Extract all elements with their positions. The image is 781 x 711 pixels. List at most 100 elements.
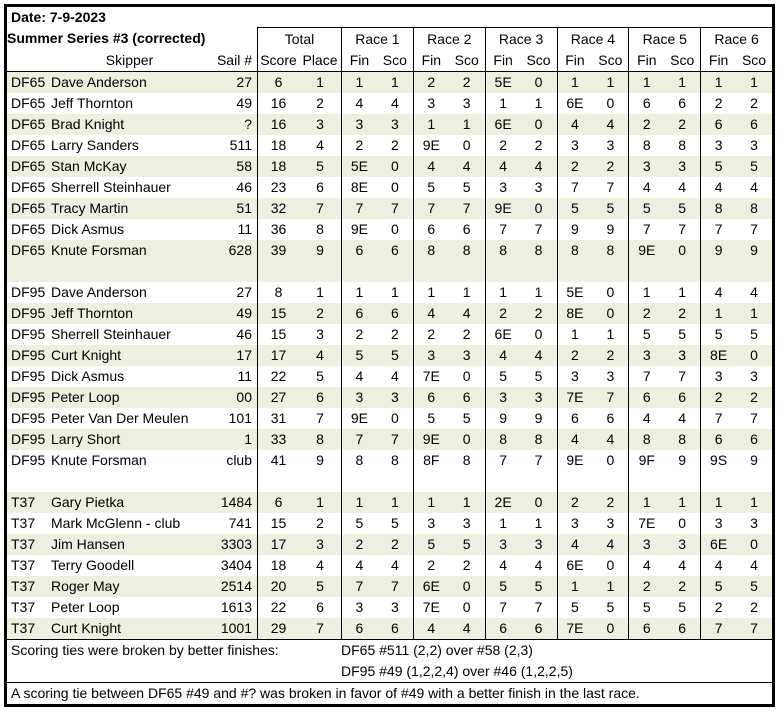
score-cell: 36 (257, 219, 299, 240)
fin-cell: 9E (484, 198, 521, 219)
fin-column-header: Fin (700, 49, 736, 71)
sco-cell: 4 (462, 158, 471, 174)
total-header: Total (257, 26, 341, 50)
fin-cell: 9S (700, 450, 736, 471)
sco-cell: 3 (390, 389, 399, 405)
fin-cell: 7E (412, 597, 449, 618)
tiebreak-empty (7, 661, 341, 682)
class-cell: DF65 (11, 158, 46, 174)
fin-cell: 3 (341, 597, 377, 618)
place-cell: 9 (316, 242, 324, 258)
skipper-cell: Brad Knight (51, 116, 125, 132)
fin-cell: 6 (556, 408, 593, 429)
fin-cell: 6 (341, 240, 377, 261)
fin-cell: 8 (484, 240, 521, 261)
sail-cell: 27 (236, 284, 252, 300)
fin-cell: 8 (412, 240, 449, 261)
class-cell: DF95 (11, 284, 46, 300)
sco-cell (449, 261, 485, 282)
table-row: T37 Curt Knight 1001 29 7 6 6 4 4 6 6 7E 0 6 6 7 7 (7, 618, 772, 639)
sail-cell: 101 (228, 410, 252, 426)
place-cell: 1 (316, 494, 324, 510)
class-cell: DF65 (11, 116, 46, 132)
sco-cell: 6 (462, 389, 471, 405)
score-cell: 8 (257, 282, 299, 303)
sco-cell: 7 (534, 599, 543, 615)
entry-cell: T37 Mark McGlenn - club 741 (7, 513, 257, 534)
fin-cell: 5 (628, 198, 664, 219)
sco-cell: 7 (750, 620, 758, 636)
sco-cell: 6 (678, 620, 687, 636)
date-label: Date: 7-9-2023 (11, 9, 106, 25)
race-2-header: Race 2 (412, 26, 485, 50)
score-cell: 15 (257, 513, 299, 534)
sail-cell: 741 (228, 515, 252, 531)
sco-cell: 5 (606, 200, 615, 216)
sail-cell: club (226, 452, 252, 468)
sail-cell: ? (244, 116, 252, 132)
sco-cell: 5 (534, 368, 543, 384)
fin-cell: 1 (628, 282, 664, 303)
skipper-cell: Dave Anderson (51, 284, 147, 300)
class-cell: DF95 (11, 347, 46, 363)
sco-cell: 5 (606, 599, 615, 615)
class-cell: DF95 (11, 452, 46, 468)
sail-cell: 3303 (220, 536, 252, 552)
fin-cell (484, 261, 521, 282)
sco-cell: 1 (462, 494, 471, 510)
sco-column-header: Sco (598, 52, 623, 68)
sail-cell: 11 (237, 221, 252, 237)
sco-cell: 2 (678, 305, 687, 321)
sco-cell: 1 (678, 494, 687, 510)
sco-cell: 0 (390, 179, 399, 195)
sco-cell: 1 (534, 284, 543, 300)
sco-cell: 7 (606, 389, 615, 405)
fin-cell (628, 261, 664, 282)
fin-cell: 5 (700, 156, 736, 177)
sail-cell: 00 (236, 389, 252, 405)
sco-cell: 1 (678, 284, 687, 300)
skipper-cell: Roger May (51, 578, 120, 594)
score-cell: 6 (257, 72, 299, 93)
fin-cell: 4 (556, 534, 593, 555)
fin-cell: 4 (412, 156, 449, 177)
table-row: DF95 Dave Anderson 27 8 1 1 1 1 1 1 1 5E 0 1 1 4 4 (7, 282, 772, 303)
fin-cell: 7 (341, 429, 377, 450)
sco-cell: 1 (534, 95, 543, 111)
sco-cell: 5 (462, 536, 471, 552)
fin-cell: 4 (700, 282, 736, 303)
score-cell: 29 (257, 618, 299, 639)
sco-cell: 3 (462, 515, 471, 531)
fin-cell: 9 (556, 219, 593, 240)
fin-cell: 7E (556, 387, 593, 408)
fin-cell: 8 (556, 240, 593, 261)
sco-cell: 0 (462, 137, 471, 153)
score-cell: 32 (257, 198, 299, 219)
sco-cell: 4 (750, 179, 758, 195)
sco-cell: 6 (678, 95, 687, 111)
sco-cell: 7 (462, 200, 471, 216)
score-cell: 33 (257, 429, 299, 450)
sco-cell (377, 471, 413, 492)
fin-cell: 9E (412, 135, 449, 156)
fin-cell: 5 (700, 324, 736, 345)
entry-cell: DF65 Stan McKay 58 (7, 156, 257, 177)
sco-column-header: Sco (454, 52, 479, 68)
table-row: DF65 Sherrell Steinhauer 46 23 6 8E 0 5 5 3 3 7 7 4 4 4… (7, 177, 772, 198)
group-header-row: Summer Series #3 (corrected) Total Race … (7, 26, 772, 50)
sco-cell: 0 (678, 242, 687, 258)
skipper-cell: Knute Forsman (51, 242, 147, 258)
score-cell: 17 (257, 345, 299, 366)
fin-cell: 3 (700, 135, 736, 156)
table-row: DF95 Jeff Thornton 49 15 2 6 6 4 4 2 2 8E 0 2 2 1 1 (7, 303, 772, 324)
skipper-column-header: Skipper (105, 52, 154, 68)
fin-cell: 4 (412, 618, 449, 639)
sco-cell: 1 (750, 74, 758, 90)
sco-cell: 1 (390, 74, 399, 90)
fin-cell: 5 (628, 324, 664, 345)
entry-cell: DF95 Larry Short 1 (7, 429, 257, 450)
sco-cell: 5 (678, 599, 687, 615)
sco-cell: 4 (390, 557, 399, 573)
fin-cell (341, 471, 377, 492)
sco-column-header: Sco (526, 52, 551, 68)
